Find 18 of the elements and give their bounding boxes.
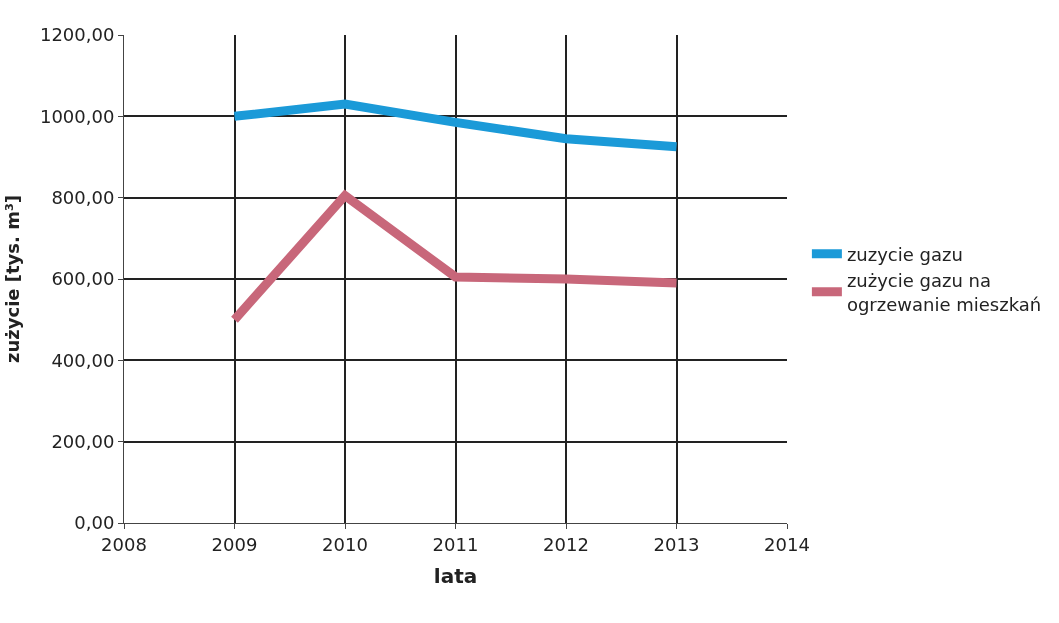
y-axis-title: zużycie [tys. m³]	[2, 194, 24, 364]
x-tick-label: 2013	[653, 533, 700, 555]
x-tick-label: 2010	[322, 533, 368, 555]
y-tick-label: 800,00	[51, 186, 115, 208]
x-tick-label: 2012	[543, 533, 589, 555]
x-tick-label: 2014	[764, 533, 810, 555]
x-tick-label: 2011	[432, 533, 479, 555]
x-tick-label: 2009	[211, 533, 258, 555]
y-tick-label: 0,00	[74, 512, 115, 534]
legend-label: zuzycie gazu	[846, 243, 963, 265]
legend-label: zużycie gazu na ogrzewanie mieszkań	[846, 270, 1042, 315]
y-tick-label: 200,00	[51, 430, 115, 452]
y-tick-label: 1000,00	[39, 105, 115, 127]
y-tick-label: 600,00	[51, 268, 115, 290]
y-tick-label: 400,00	[51, 349, 115, 371]
x-axis-title: lata	[433, 564, 478, 589]
x-tick-label: 2008	[101, 533, 147, 555]
y-tick-label: 1200,00	[39, 24, 115, 46]
